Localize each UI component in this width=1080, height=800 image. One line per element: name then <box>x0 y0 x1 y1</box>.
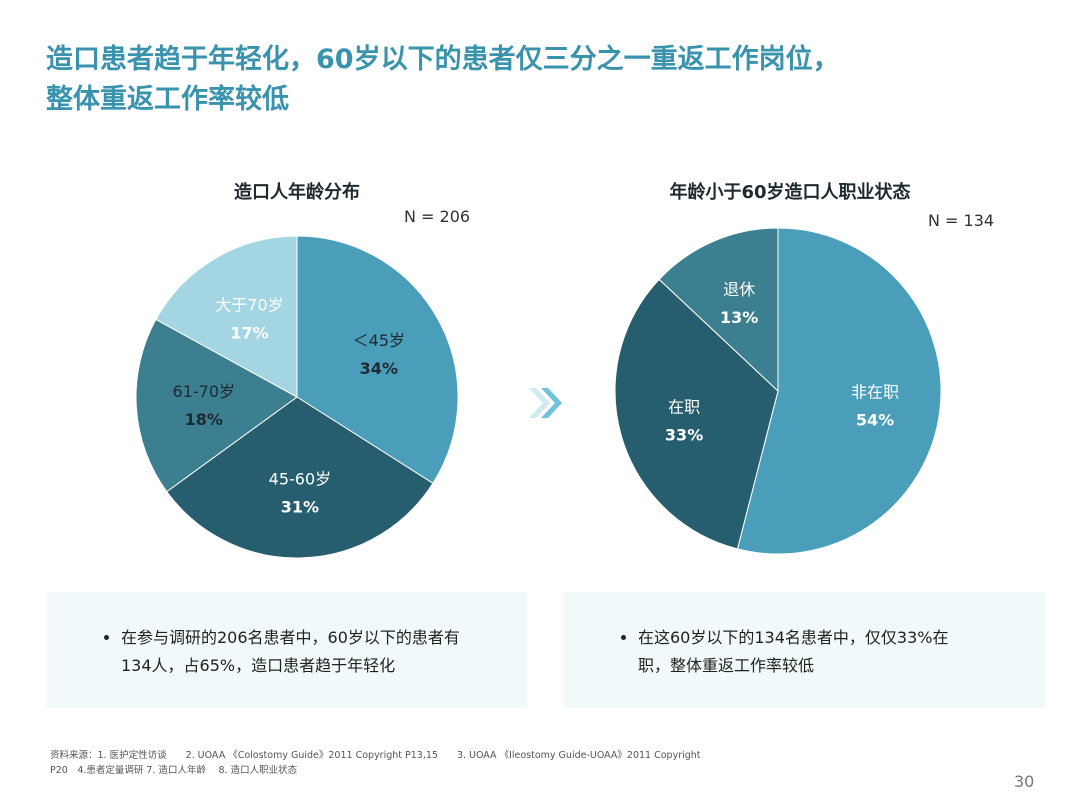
slice-label-1-0: 非在职 <box>851 382 899 401</box>
slice-label-0-2: 61-70岁 <box>173 382 236 401</box>
pie-slice-1-0 <box>736 227 942 555</box>
double-chevron-right-icon <box>529 388 562 418</box>
title-line-1: 造口患者趋于年轻化，60岁以下的患者仅三分之一重返工作岗位， <box>46 44 840 75</box>
slice-label-1-1: 在职 <box>668 397 700 416</box>
slice-percent-0-2: 18% <box>185 410 223 429</box>
slice-percent-1-2: 13% <box>720 308 758 327</box>
page-title: 造口患者趋于年轻化，60岁以下的患者仅三分之一重返工作岗位， 整体重返工作率较低 <box>46 40 1046 120</box>
slice-percent-0-1: 31% <box>281 497 319 516</box>
pie-slice-0-0 <box>296 235 459 484</box>
source-footnote: 资料来源：1. 医护定性访谈 2. UOAA 《Colostomy Guide》… <box>50 748 750 778</box>
pie-slice-1-1 <box>614 278 779 550</box>
left-note-line-2: 134人，占65%，造口患者趋于年轻化 <box>121 656 396 675</box>
slice-percent-0-0: 34% <box>360 359 398 378</box>
slice-label-0-1: 45-60岁 <box>269 469 332 488</box>
title-line-2: 整体重返工作率较低 <box>46 84 289 115</box>
slice-percent-1-1: 33% <box>665 425 703 444</box>
slice-percent-0-3: 17% <box>230 324 268 343</box>
page-number: 30 <box>1014 772 1035 791</box>
right-note-box: 在这60岁以下的134名患者中，仅仅33%在 职，整体重返工作率较低 <box>564 592 1045 708</box>
employment-status-pie: 非在职 54% 在职 33% 退休 13% <box>614 227 942 555</box>
left-note-line-1: 在参与调研的206名患者中，60岁以下的患者有 <box>121 628 460 647</box>
source-line-2: P20 4.患者定量调研 7. 造口人年龄 8. 造口人职业状态 <box>50 765 298 776</box>
right-note-line-1: 在这60岁以下的134名患者中，仅仅33%在 <box>638 628 949 647</box>
age-chart-title: 造口人年龄分布 <box>234 182 360 203</box>
left-note-item: 在参与调研的206名患者中，60岁以下的患者有 134人，占65%，造口患者趋于… <box>121 624 487 680</box>
right-note-line-2: 职，整体重返工作率较低 <box>638 656 815 675</box>
slice-label-1-2: 退休 <box>723 280 755 299</box>
age-chart-n-label: N = 206 <box>404 207 471 226</box>
slice-percent-1-0: 54% <box>856 410 894 429</box>
pie-slice-0-1 <box>166 396 434 559</box>
left-note-box: 在参与调研的206名患者中，60岁以下的患者有 134人，占65%，造口患者趋于… <box>47 592 527 708</box>
employment-chart-n-label: N = 134 <box>928 211 995 230</box>
pie-slice-0-2 <box>135 318 298 493</box>
pie-slice-1-2 <box>658 227 779 393</box>
right-note-item: 在这60岁以下的134名患者中，仅仅33%在 职，整体重返工作率较低 <box>638 624 1005 680</box>
employment-chart-title: 年龄小于60岁造口人职业状态 <box>669 182 911 203</box>
pie-slice-0-3 <box>155 235 298 398</box>
age-distribution-pie: ＜45岁 34% 45-60岁 31% 61-70岁 18% 大于70岁 17% <box>135 235 459 559</box>
source-line-1: 资料来源：1. 医护定性访谈 2. UOAA 《Colostomy Guide》… <box>50 750 701 761</box>
slice-label-0-3: 大于70岁 <box>215 296 283 315</box>
slice-label-0-0: ＜45岁 <box>353 331 405 350</box>
